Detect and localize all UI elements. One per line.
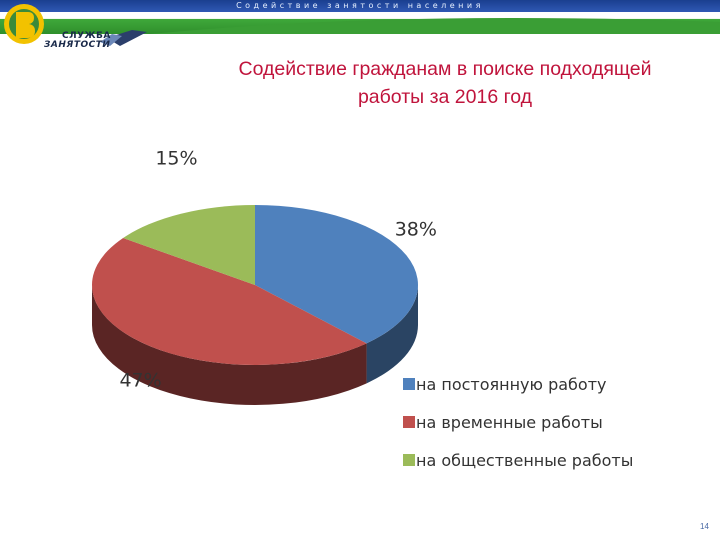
data-label-0: 38% <box>395 218 437 240</box>
data-label-1: 47% <box>119 369 161 391</box>
chart-title: Содействие гражданам в поиске подходящей… <box>190 55 700 111</box>
data-label-2: 15% <box>155 148 197 170</box>
pie-side-0 <box>366 285 419 384</box>
logo-text-line1: СЛУЖБА <box>62 31 111 41</box>
legend-swatch-0 <box>403 378 415 390</box>
legend-label-2: на общественные работы <box>416 451 633 470</box>
pie-side-1 <box>92 285 367 406</box>
pie-slice-1 <box>91 237 367 366</box>
logo-text-line2: ЗАНЯТОСТИ <box>44 40 111 50</box>
chart-title-line2: работы за 2016 год <box>357 86 533 108</box>
header-banner <box>0 0 720 34</box>
logo-emblem <box>4 4 147 46</box>
legend-swatch-2 <box>403 454 415 466</box>
pie-slice-2 <box>123 205 256 285</box>
banner-text: Содействие занятости населения <box>236 1 484 10</box>
page-number: 14 <box>700 522 709 531</box>
pie-slice-0 <box>255 205 419 344</box>
legend-label-1: на временные работы <box>416 413 603 432</box>
legend-swatch-1 <box>403 416 415 428</box>
legend-label-0: на постоянную работу <box>416 375 606 394</box>
chart-title-line1: Содействие гражданам в поиске подходящей <box>238 58 652 80</box>
